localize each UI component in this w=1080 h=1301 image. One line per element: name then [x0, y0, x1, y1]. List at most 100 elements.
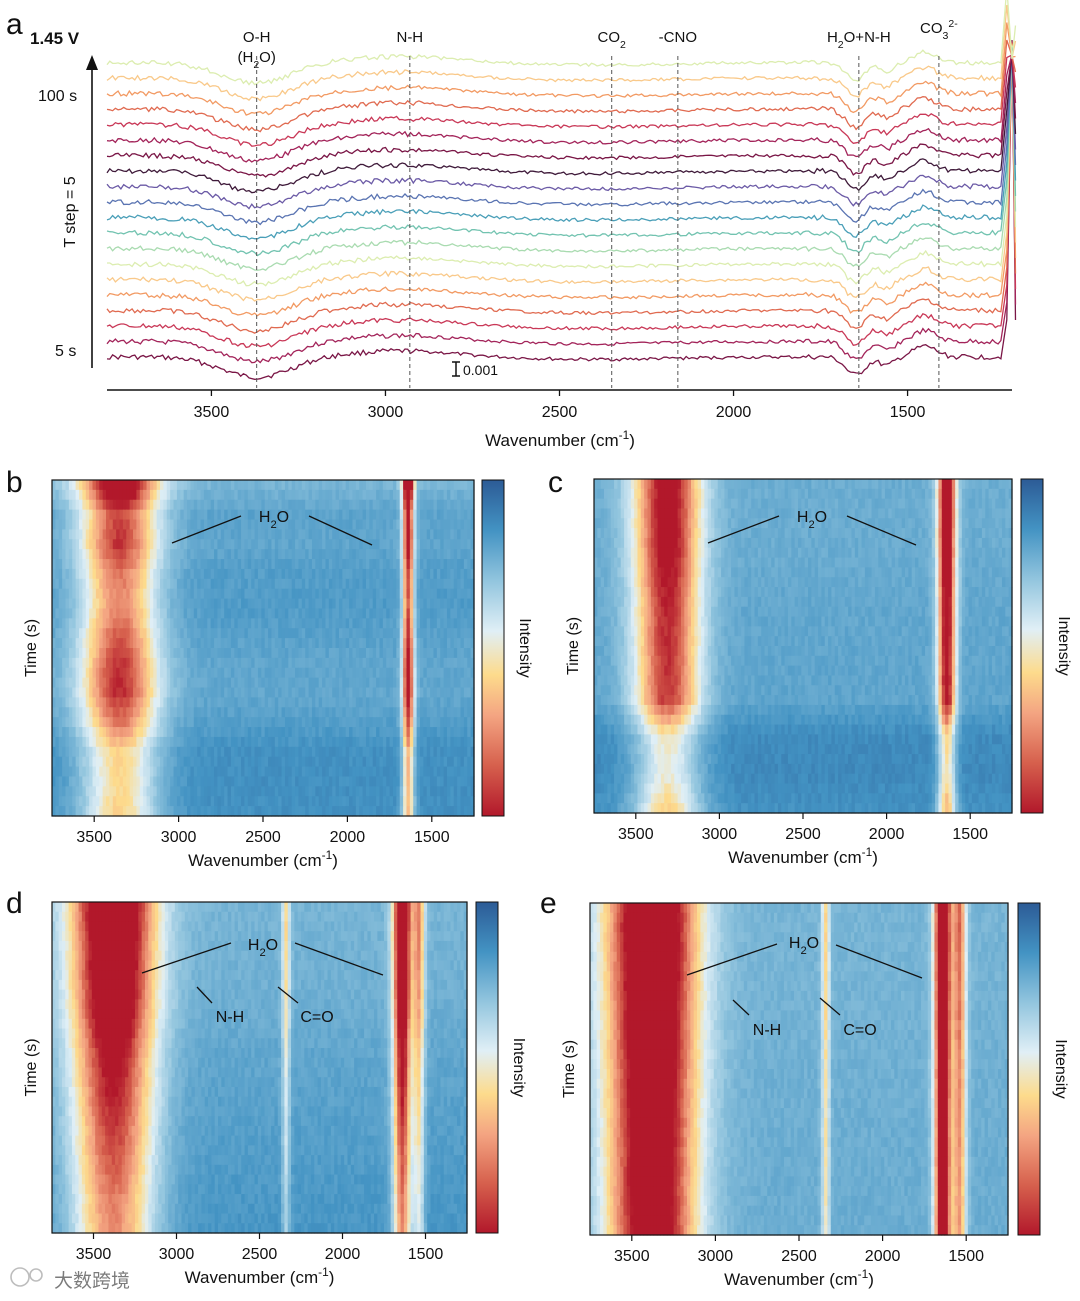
x-tick-label: 2500	[542, 404, 578, 421]
heatmap-cell	[620, 488, 625, 500]
heatmap-cell	[295, 529, 300, 540]
heatmap-cell	[389, 618, 394, 629]
heatmap-cell	[79, 697, 83, 708]
heatmap-cell	[627, 528, 632, 539]
heatmap-cell	[237, 568, 242, 580]
heatmap-cell	[237, 687, 242, 699]
heatmap-cell	[247, 697, 252, 708]
heatmap-cell	[190, 568, 195, 580]
heatmap-cell	[727, 518, 732, 529]
heatmap-cell	[230, 776, 235, 787]
heatmap-cell	[446, 598, 451, 610]
heatmap-cell	[751, 518, 756, 529]
heatmap-cell	[92, 489, 97, 501]
heatmap-cell	[261, 578, 266, 590]
heatmap-cell	[938, 479, 943, 490]
heatmap-cell	[183, 776, 188, 787]
heatmap-cell	[403, 717, 408, 728]
heatmap-cell	[251, 677, 256, 689]
heatmap-cell	[624, 508, 629, 519]
heatmap-cell	[301, 539, 306, 550]
heatmap-cell	[901, 518, 906, 529]
heatmap-cell	[149, 549, 154, 560]
heatmap-cell	[160, 727, 165, 738]
heatmap-cell	[89, 578, 94, 590]
heatmap-cell	[82, 559, 87, 570]
heatmap-cell	[52, 806, 56, 817]
heatmap-cell	[372, 628, 377, 639]
heatmap-cell	[450, 618, 455, 629]
heatmap-cell	[160, 796, 165, 807]
heatmap-cell	[68, 549, 73, 560]
heatmap-cell	[72, 598, 77, 610]
heatmap-cell	[403, 638, 408, 649]
heatmap-cell	[237, 638, 242, 649]
heatmap-cell	[274, 648, 279, 659]
heatmap-cell	[139, 480, 144, 491]
heatmap-cell	[295, 766, 300, 778]
annotation-label: CO32-	[920, 18, 958, 42]
heatmap-cell	[697, 508, 702, 519]
heatmap-cell	[737, 488, 742, 500]
heatmap-cell	[315, 519, 320, 531]
heatmap-cell	[257, 756, 262, 768]
heatmap-cell	[446, 588, 451, 600]
heatmap-cell	[345, 598, 350, 610]
heatmap-cell	[365, 806, 370, 817]
heatmap-cell	[690, 508, 695, 519]
heatmap-cell	[214, 529, 219, 540]
heatmap-cell	[207, 776, 212, 787]
heatmap-cell	[426, 568, 431, 580]
heatmap-cell	[112, 549, 117, 560]
heatmap-cell	[345, 746, 350, 758]
heatmap-cell	[315, 697, 320, 708]
heatmap-cell	[58, 697, 63, 708]
heatmap-cell	[284, 598, 289, 610]
heatmap-cell	[143, 717, 148, 728]
heatmap-cell	[200, 568, 205, 580]
heatmap-cell	[961, 498, 966, 510]
heatmap-cell	[345, 628, 350, 639]
heatmap-cell	[207, 578, 212, 590]
heatmap-cell	[298, 667, 303, 679]
heatmap-cell	[210, 746, 215, 758]
heatmap-cell	[52, 756, 56, 768]
x-tick-label: 2500	[245, 829, 281, 846]
heatmap-cell	[156, 499, 161, 511]
heatmap-cell	[372, 707, 377, 718]
heatmap-cell	[423, 677, 428, 689]
heatmap-cell	[674, 498, 679, 510]
heatmap-cell	[352, 598, 357, 610]
heatmap-cell	[200, 736, 205, 748]
heatmap-cell	[214, 717, 219, 728]
heatmap-cell	[139, 578, 144, 590]
heatmap-cell	[160, 756, 165, 768]
heatmap-cell	[332, 657, 337, 669]
heatmap-cell	[247, 588, 252, 600]
heatmap-cell	[106, 727, 110, 738]
heatmap-cell	[85, 806, 90, 817]
heatmap-cell	[75, 648, 80, 659]
heatmap-cell	[102, 687, 107, 699]
heatmap-cell	[52, 677, 56, 689]
heatmap-cell	[470, 499, 475, 511]
heatmap-cell	[727, 528, 732, 539]
heatmap-cell	[322, 677, 327, 689]
heatmap-cell	[95, 539, 100, 550]
heatmap-cell	[180, 568, 185, 580]
heatmap-cell	[376, 480, 381, 491]
heatmap-cell	[694, 528, 699, 539]
heatmap-cell	[332, 499, 337, 511]
heatmap-cell	[948, 518, 953, 529]
heatmap-cell	[65, 638, 70, 649]
heatmap-cell	[187, 539, 192, 550]
heatmap-cell	[291, 756, 296, 768]
heatmap-cell	[328, 756, 333, 768]
heatmap-cell	[711, 528, 715, 539]
heatmap-cell	[251, 746, 256, 758]
heatmap-cell	[308, 588, 313, 600]
heatmap-cell	[470, 588, 475, 600]
heatmap-cell	[948, 508, 953, 519]
heatmap-cell	[376, 677, 381, 689]
heatmap-cell	[122, 667, 127, 679]
